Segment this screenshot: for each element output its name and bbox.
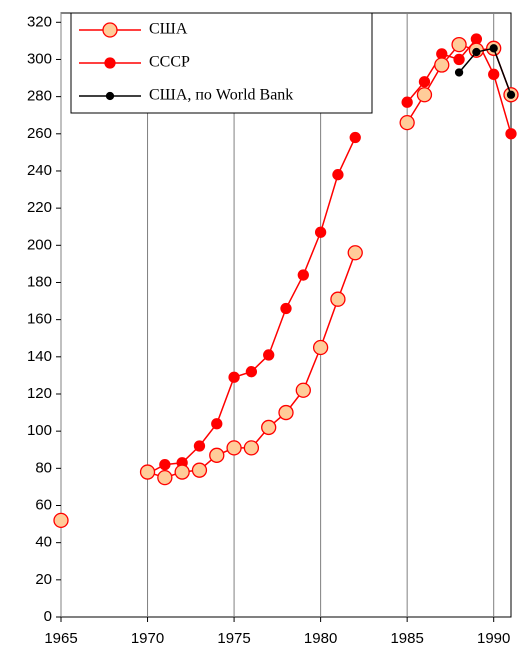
marker	[470, 33, 483, 45]
marker	[506, 90, 516, 99]
marker	[174, 464, 190, 480]
legend-marker	[105, 91, 115, 101]
y-tick-label: 300	[27, 50, 52, 67]
y-tick-label: 280	[27, 88, 52, 105]
marker	[416, 87, 433, 103]
marker	[139, 464, 156, 480]
legend-marker	[104, 57, 116, 69]
y-tick-label: 20	[35, 571, 52, 588]
marker	[295, 382, 311, 398]
x-tick-label: 1990	[477, 630, 510, 647]
y-tick-label: 120	[27, 385, 52, 402]
y-tick-label: 100	[27, 422, 52, 439]
x-tick-label: 1975	[217, 630, 250, 647]
marker	[261, 419, 277, 436]
legend-label: СССР	[149, 54, 190, 71]
y-tick-label: 40	[35, 534, 52, 551]
legend-label: США	[149, 21, 188, 38]
y-tick-label: 140	[27, 348, 52, 365]
marker	[399, 114, 415, 131]
marker	[157, 469, 173, 486]
marker	[53, 512, 69, 529]
y-tick-label: 160	[27, 311, 52, 328]
y-tick-label: 220	[27, 199, 52, 216]
x-tick-label: 1985	[390, 630, 423, 647]
y-tick-label: 320	[27, 13, 52, 30]
marker	[278, 404, 294, 421]
legend-marker	[102, 22, 118, 38]
marker	[332, 169, 344, 181]
marker	[193, 440, 206, 452]
marker	[472, 47, 481, 57]
y-tick-label: 240	[27, 162, 52, 179]
y-tick-label: 260	[27, 125, 52, 142]
marker	[297, 269, 309, 281]
marker	[488, 68, 500, 80]
x-tick-label: 1980	[304, 630, 337, 647]
marker	[209, 447, 225, 463]
marker	[451, 36, 467, 53]
marker	[312, 339, 329, 356]
y-tick-label: 60	[35, 496, 52, 513]
marker	[454, 68, 464, 77]
marker	[434, 57, 450, 73]
legend-label: США, по World Bank	[149, 87, 293, 104]
marker	[191, 462, 208, 478]
marker	[314, 226, 327, 238]
marker	[263, 349, 275, 361]
marker	[505, 128, 517, 140]
marker	[330, 291, 346, 307]
marker	[226, 440, 242, 456]
marker	[436, 48, 448, 60]
y-tick-label: 200	[27, 236, 52, 253]
x-tick-label: 1965	[44, 630, 77, 647]
marker	[489, 44, 498, 53]
marker	[453, 53, 465, 66]
marker	[245, 366, 258, 378]
y-tick-label: 80	[35, 459, 52, 476]
series-line	[458, 47, 512, 96]
x-tick-label: 1970	[131, 630, 164, 647]
y-tick-label: 180	[27, 273, 52, 290]
marker	[159, 458, 171, 471]
marker	[401, 96, 413, 108]
marker	[418, 76, 431, 88]
y-tick-label: 0	[44, 608, 52, 625]
marker	[280, 302, 292, 315]
marker	[347, 245, 363, 261]
marker	[211, 418, 223, 430]
marker	[243, 440, 260, 456]
marker	[228, 371, 240, 383]
marker	[349, 131, 361, 144]
